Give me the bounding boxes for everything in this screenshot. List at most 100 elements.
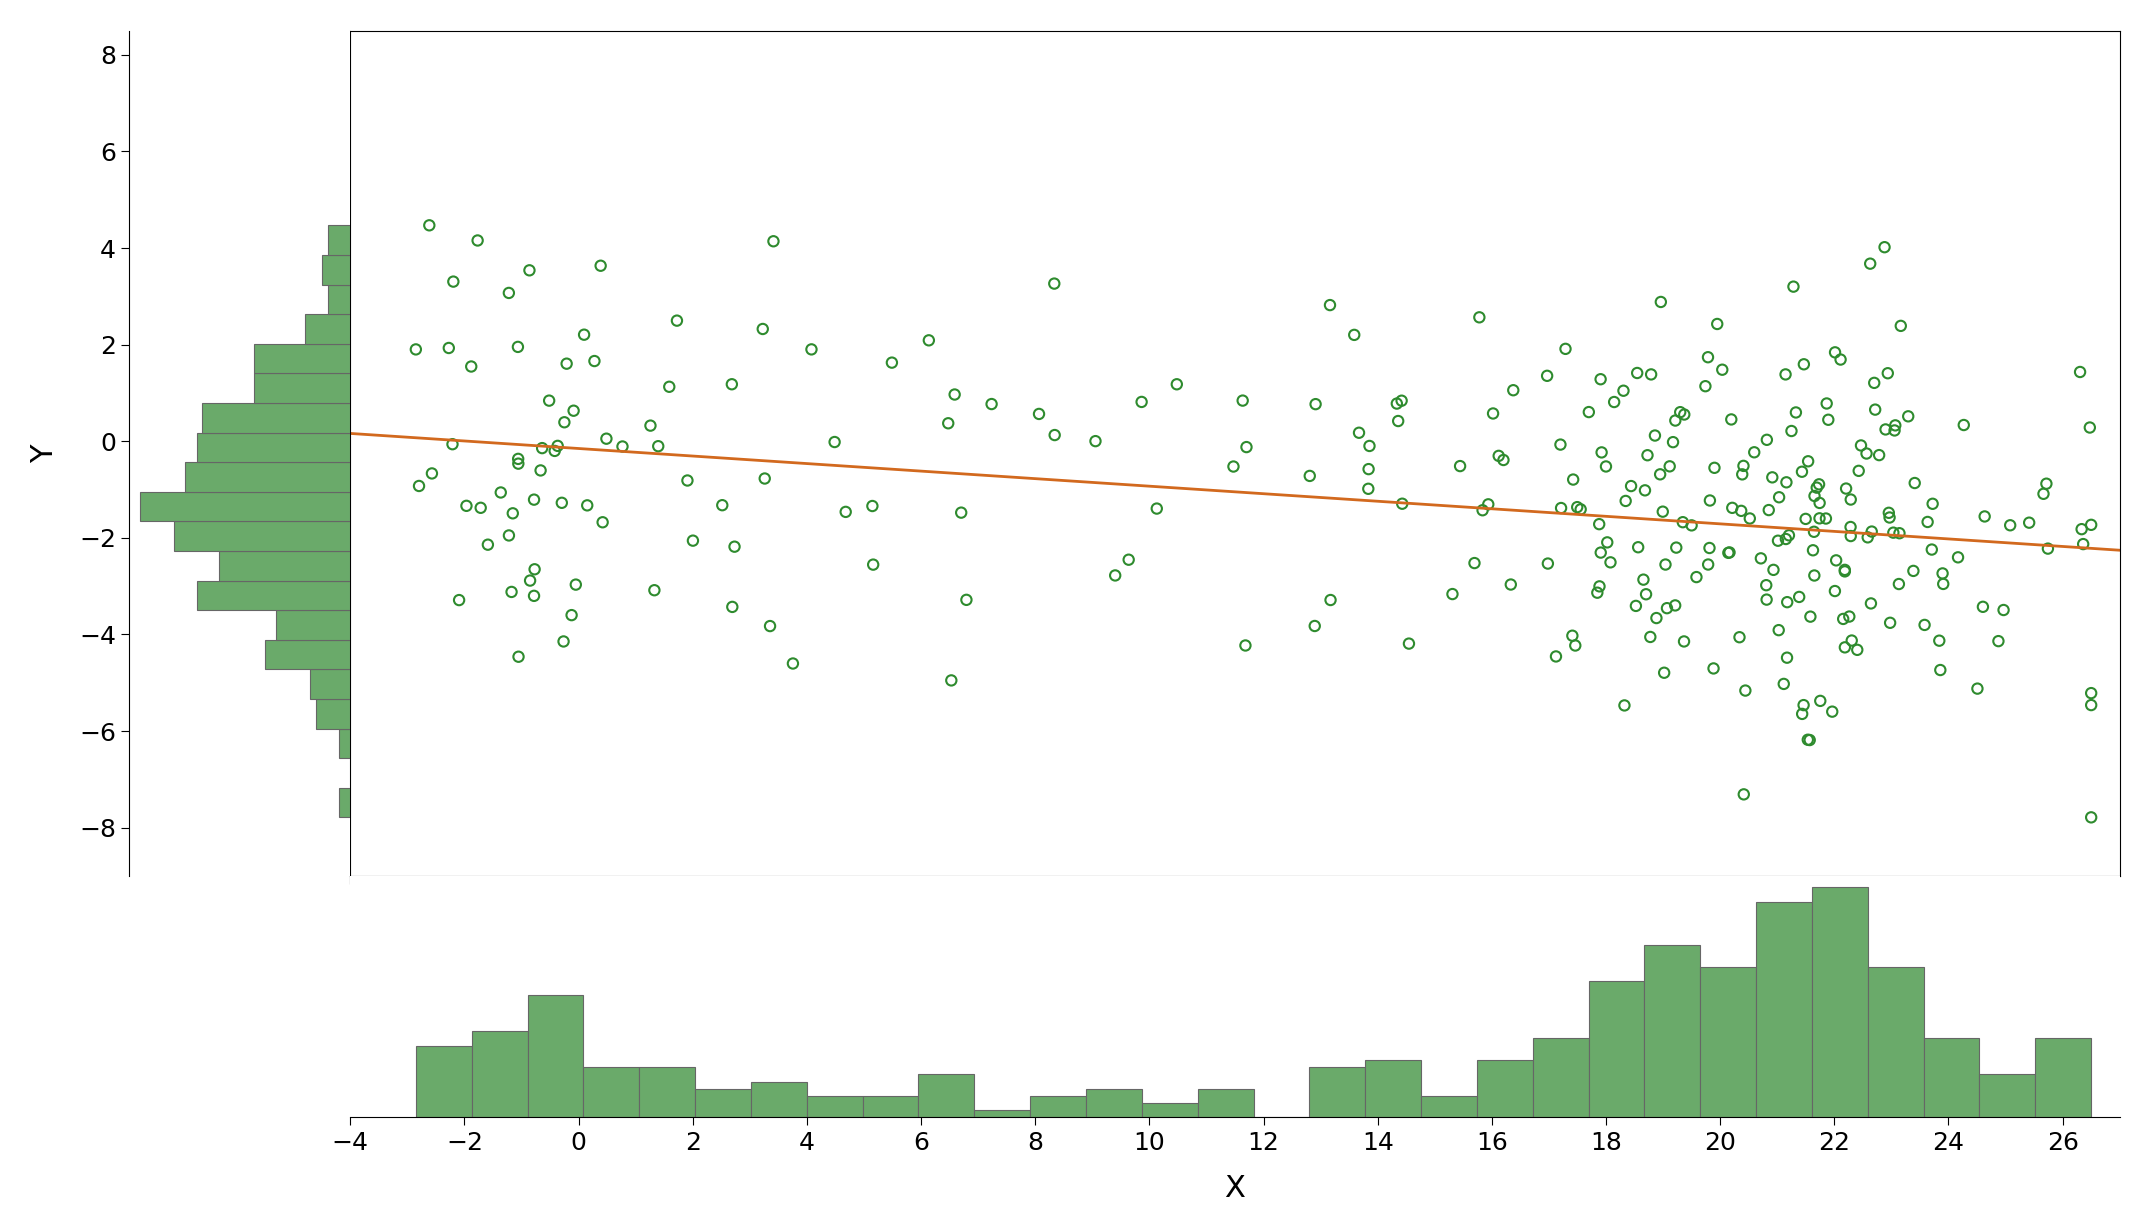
Point [1818, 343, 1853, 362]
Bar [1980, 1074, 2036, 1117]
Point [1298, 616, 1332, 636]
Point [1543, 435, 1577, 454]
Point [1827, 561, 1861, 581]
Point [706, 495, 740, 515]
Point [2075, 695, 2109, 715]
Point [1760, 530, 1795, 550]
Point [1788, 510, 1823, 529]
Point [1965, 597, 1999, 616]
Point [1773, 421, 1808, 441]
Point [1648, 555, 1683, 575]
Point [1793, 731, 1827, 750]
Point [2027, 484, 2062, 503]
Bar [1868, 966, 1924, 1117]
Point [1547, 339, 1582, 359]
Point [1857, 373, 1892, 393]
Point [1818, 550, 1853, 570]
Point [1472, 495, 1506, 515]
Point [1313, 295, 1347, 314]
Point [1379, 394, 1414, 414]
Point [714, 597, 749, 616]
Point [1872, 503, 1907, 523]
Point [2064, 362, 2098, 382]
Point [1849, 443, 1883, 463]
Bar [265, 640, 351, 669]
Point [854, 496, 889, 516]
Point [1543, 499, 1577, 518]
Point [1793, 607, 1827, 626]
Point [433, 338, 467, 357]
Point [1638, 426, 1672, 446]
Bar [1700, 966, 1756, 1117]
Bar [2036, 1039, 2092, 1117]
Point [2066, 534, 2100, 554]
Point [501, 647, 536, 667]
Point [1915, 494, 1950, 513]
Point [1696, 658, 1730, 678]
Point [1457, 554, 1491, 573]
Point [1784, 462, 1818, 481]
Point [1861, 446, 1896, 465]
Point [1691, 348, 1726, 367]
Point [2031, 539, 2066, 559]
Point [1633, 365, 1668, 384]
Point [1141, 499, 1175, 518]
Point [975, 394, 1009, 414]
Point [463, 499, 497, 518]
Point [471, 535, 506, 555]
Point [1293, 467, 1328, 486]
Point [1840, 640, 1874, 659]
Point [450, 496, 484, 516]
X-axis label: X: X [1224, 1174, 1246, 1203]
Point [1224, 391, 1259, 410]
Point [411, 215, 445, 235]
Point [1631, 446, 1666, 465]
Point [1666, 512, 1700, 532]
Point [1691, 555, 1726, 575]
Point [1762, 620, 1797, 640]
Point [1831, 607, 1866, 626]
Point [1392, 634, 1427, 653]
Point [1834, 490, 1868, 510]
Point [1584, 442, 1618, 462]
Point [1762, 488, 1797, 507]
Point [1795, 540, 1829, 560]
Point [1582, 576, 1616, 596]
Point [1098, 566, 1132, 586]
Bar [316, 699, 351, 728]
Point [775, 653, 809, 673]
Point [570, 496, 605, 516]
Bar [338, 787, 351, 818]
Point [1803, 691, 1838, 711]
Point [1584, 543, 1618, 562]
Point [435, 435, 469, 454]
Point [1655, 432, 1689, 452]
Point [1752, 500, 1786, 519]
Bar [310, 669, 351, 699]
Point [1590, 533, 1625, 553]
Point [1493, 575, 1528, 594]
Bar [174, 522, 351, 551]
Y-axis label: Y: Y [30, 445, 60, 463]
Point [1216, 457, 1250, 476]
Point [583, 255, 618, 275]
Point [1386, 494, 1420, 513]
Point [938, 384, 973, 404]
Point [1713, 543, 1747, 562]
Point [1627, 480, 1661, 500]
Bar [196, 581, 351, 610]
Point [1466, 501, 1500, 521]
Point [2072, 418, 2107, 437]
Point [753, 616, 788, 636]
Point [1336, 325, 1371, 345]
Point [540, 436, 575, 456]
Bar [1532, 1039, 1588, 1117]
Point [1123, 392, 1158, 411]
Point [398, 340, 433, 360]
Point [1829, 479, 1864, 499]
Point [1797, 486, 1831, 506]
Point [605, 437, 639, 457]
Point [1584, 370, 1618, 389]
Point [1711, 543, 1745, 562]
Point [1481, 446, 1515, 465]
